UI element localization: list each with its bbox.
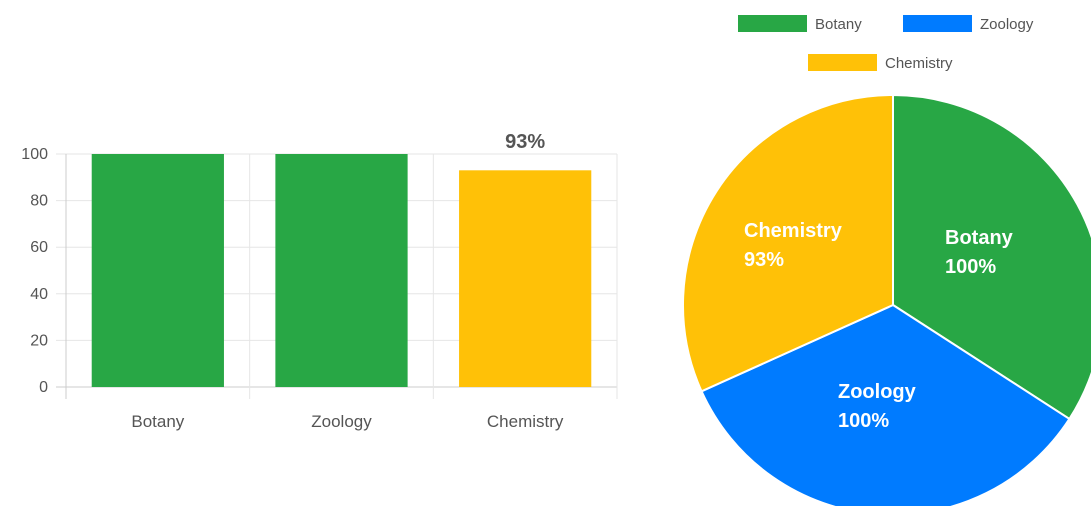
- bar: [91, 154, 224, 387]
- y-tick-label: 100: [21, 146, 48, 163]
- pie-slice: [700, 303, 1071, 506]
- pie-chart: Botany Zoology Chemistry Botany 100% Zoology 1…: [682, 15, 1091, 506]
- slice-label-value: 100%: [945, 256, 996, 278]
- pie-slice: [892, 93, 1091, 421]
- y-tick-label: 60: [30, 239, 48, 256]
- legend-swatch: [903, 15, 972, 32]
- pie-slice: [682, 93, 894, 393]
- y-tick-label: 0: [39, 379, 48, 396]
- slice-label-value: 100%: [838, 410, 889, 432]
- category-label: Chemistry: [487, 412, 564, 431]
- legend-label: Zoology: [980, 16, 1034, 33]
- bar: [275, 154, 408, 387]
- y-tick-label: 40: [30, 286, 48, 303]
- slice-label-name: Botany: [945, 227, 1014, 249]
- legend-swatch: [808, 54, 877, 71]
- slice-label-name: Zoology: [838, 381, 917, 403]
- legend-label: Botany: [815, 16, 862, 33]
- legend-swatch: [738, 15, 807, 32]
- category-label: Botany: [131, 412, 184, 431]
- bar: [459, 170, 592, 387]
- slice-label-name: Chemistry: [744, 220, 843, 242]
- bar-data-label: 93%: [505, 131, 545, 153]
- bar-chart: 0 20 40 60 80 100 Botany Zoology Chemistry 93%: [21, 131, 618, 431]
- category-label: Zoology: [311, 412, 372, 431]
- legend-label: Chemistry: [885, 55, 953, 72]
- y-tick-label: 80: [30, 193, 48, 210]
- y-tick-label: 20: [30, 332, 48, 349]
- slice-label-value: 93%: [744, 249, 784, 271]
